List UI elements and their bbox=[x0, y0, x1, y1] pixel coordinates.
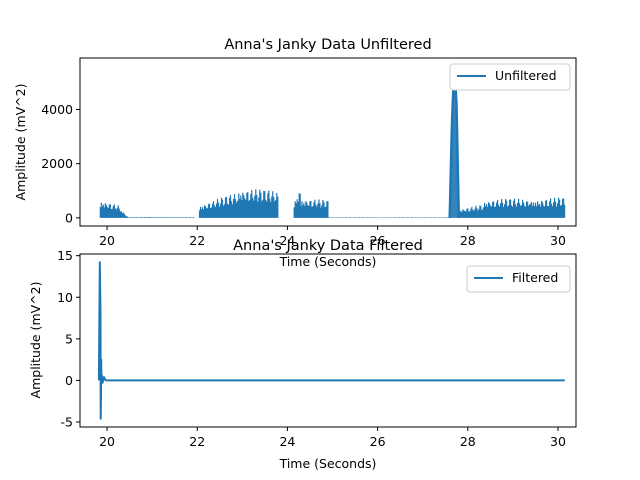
unfiltered-title: Anna's Janky Data Unfiltered bbox=[224, 37, 431, 53]
unfiltered-axes-frame bbox=[79, 57, 577, 227]
filtered-ytick-label: 10 bbox=[57, 290, 73, 305]
unfiltered-legend-box bbox=[449, 63, 571, 91]
filtered-plot: 20 22 24 26 28 30 -5 0 5 10 15 Anna's Janky Data F… bbox=[28, 238, 577, 471]
unfiltered-xtick-label: 22 bbox=[189, 233, 205, 248]
filtered-ytick-label: -5 bbox=[61, 415, 73, 430]
filtered-ytick-label: 15 bbox=[57, 248, 73, 263]
unfiltered-xtick-label: 26 bbox=[370, 233, 386, 248]
unfiltered-signal-segment bbox=[99, 202, 119, 218]
filtered-axes-frame bbox=[79, 253, 577, 428]
unfiltered-plot: Anna's Janky Data Unfiltered 20 22 24 26 28 3… bbox=[13, 37, 577, 269]
filtered-ticks: 20 22 24 26 28 30 -5 0 5 10 15 bbox=[57, 248, 566, 449]
unfiltered-signal-segment bbox=[126, 217, 195, 218]
unfiltered-legend-label: Unfiltered bbox=[495, 68, 557, 83]
filtered-xtick-label: 30 bbox=[550, 434, 566, 449]
unfiltered-legend: Unfiltered bbox=[449, 63, 571, 91]
unfiltered-ylabel: Amplitude (mV^2) bbox=[13, 84, 28, 201]
unfiltered-ytick-label: 0 bbox=[65, 210, 73, 225]
filtered-data-layer bbox=[97, 261, 565, 420]
unfiltered-signal-segment bbox=[237, 189, 279, 218]
unfiltered-xtick-label: 28 bbox=[460, 233, 476, 248]
unfiltered-xtick-label: 20 bbox=[99, 233, 115, 248]
unfiltered-signal-segment bbox=[300, 199, 329, 218]
filtered-ylabel: Amplitude (mV^2) bbox=[28, 282, 43, 399]
unfiltered-xtick-label: 30 bbox=[550, 233, 566, 248]
filtered-title: Anna's Janky Data Filtered bbox=[233, 238, 423, 254]
filtered-legend-label: Filtered bbox=[512, 270, 558, 285]
filtered-ytick-label: 0 bbox=[65, 373, 73, 388]
unfiltered-xlabel: Time (Seconds) bbox=[279, 254, 377, 269]
unfiltered-xtick-label: 24 bbox=[279, 233, 295, 248]
filtered-series-line bbox=[97, 261, 565, 420]
filtered-xtick-label: 24 bbox=[279, 434, 295, 449]
unfiltered-ticks: 20 22 24 26 28 30 0 2000 4000 bbox=[41, 102, 566, 248]
filtered-legend-box bbox=[466, 265, 571, 293]
filtered-xtick-label: 28 bbox=[460, 434, 476, 449]
unfiltered-signal-segment bbox=[483, 197, 566, 218]
unfiltered-signal-segment bbox=[198, 194, 239, 218]
unfiltered-signal-segment bbox=[457, 205, 484, 218]
unfiltered-ytick-label: 2000 bbox=[41, 156, 73, 171]
filtered-xlabel: Time (Seconds) bbox=[279, 456, 377, 471]
unfiltered-signal-segment bbox=[327, 217, 450, 218]
filtered-legend: Filtered bbox=[466, 265, 571, 293]
unfiltered-data-layer bbox=[99, 64, 566, 218]
unfiltered-ytick-label: 4000 bbox=[41, 102, 73, 117]
filtered-xtick-label: 22 bbox=[189, 434, 205, 449]
unfiltered-signal-segment bbox=[117, 208, 128, 218]
filtered-xtick-label: 26 bbox=[370, 434, 386, 449]
filtered-ytick-label: 5 bbox=[65, 331, 73, 346]
unfiltered-signal-segment bbox=[293, 193, 301, 218]
filtered-xtick-label: 20 bbox=[99, 434, 115, 449]
